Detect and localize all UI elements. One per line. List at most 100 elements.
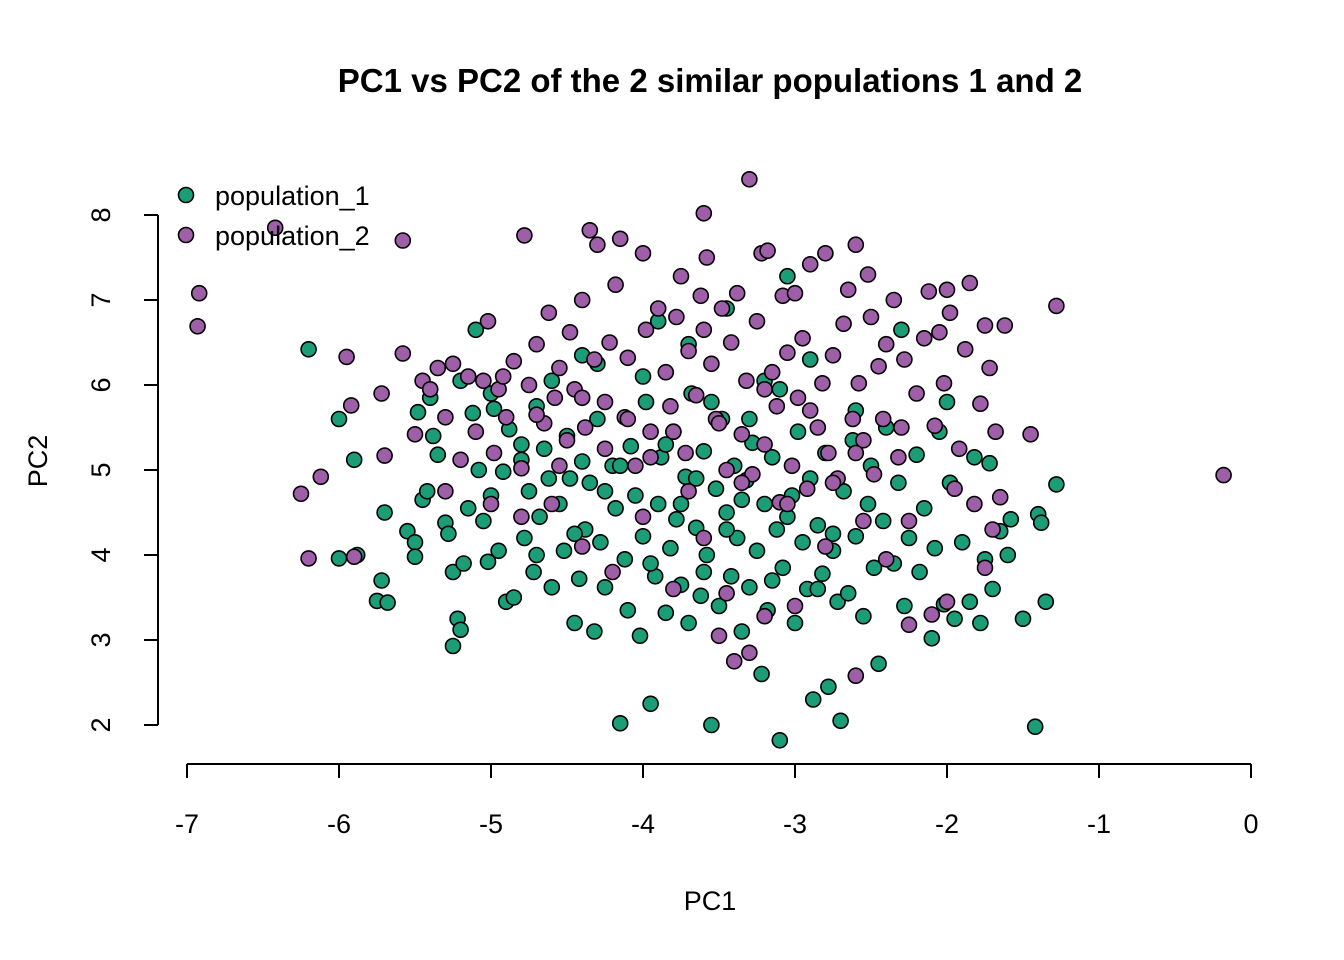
point-population-1 — [406, 533, 424, 551]
legend-marker — [177, 186, 195, 204]
point-population-2 — [551, 359, 568, 377]
point-population-2 — [292, 485, 310, 503]
point-population-1 — [839, 584, 857, 602]
point-population-1 — [1048, 476, 1065, 493]
point-population-1 — [611, 714, 629, 732]
point-population-2 — [877, 550, 895, 568]
point-population-1 — [695, 442, 713, 460]
point-population-1 — [728, 529, 746, 547]
point-population-2 — [870, 357, 887, 375]
point-population-2 — [589, 236, 606, 253]
point-population-1 — [938, 393, 956, 411]
point-population-1 — [607, 499, 624, 517]
point-population-2 — [429, 359, 447, 377]
point-population-2 — [759, 242, 776, 259]
x-tick-label: 0 — [1243, 809, 1258, 839]
point-population-2 — [817, 245, 834, 262]
point-population-2 — [619, 349, 637, 367]
point-population-2 — [485, 444, 503, 462]
point-population-1 — [467, 321, 485, 339]
y-ticks: 2 3 4 5 6 7 8 — [86, 207, 158, 733]
point-population-1 — [801, 351, 819, 368]
point-population-2 — [779, 344, 796, 362]
x-tick-label: -4 — [631, 809, 655, 839]
point-population-1 — [814, 565, 831, 583]
point-population-1 — [771, 731, 789, 749]
point-population-1 — [596, 482, 614, 500]
point-population-2 — [190, 284, 208, 302]
point-population-2 — [551, 457, 568, 475]
x-tick-label: -5 — [479, 809, 503, 839]
point-population-1 — [520, 482, 538, 500]
point-population-2 — [627, 457, 644, 475]
point-population-2 — [634, 245, 652, 262]
point-population-2 — [789, 389, 807, 407]
point-population-1 — [555, 542, 573, 560]
point-population-1 — [707, 480, 725, 498]
point-population-1 — [753, 665, 770, 683]
point-population-2 — [665, 423, 682, 441]
x-ticks: -7 -6 -5 -4 -3 -2 -1 0 — [175, 764, 1259, 839]
point-population-1 — [695, 563, 713, 581]
point-population-2 — [824, 474, 842, 492]
point-population-2 — [376, 447, 393, 464]
point-population-2 — [801, 255, 819, 273]
point-population-1 — [662, 539, 679, 557]
point-population-1 — [475, 512, 492, 530]
point-population-1 — [637, 393, 655, 411]
legend-label: population_2 — [215, 221, 370, 251]
point-population-1 — [429, 446, 447, 464]
point-population-2 — [885, 291, 903, 309]
point-population-1 — [733, 491, 751, 509]
point-population-1 — [330, 550, 348, 567]
point-population-1 — [657, 436, 675, 453]
point-population-1 — [424, 427, 442, 445]
point-population-2 — [733, 425, 751, 443]
point-population-1 — [966, 448, 983, 466]
y-tick-label: 2 — [86, 717, 116, 732]
point-population-1 — [741, 578, 758, 596]
point-population-2 — [824, 346, 842, 364]
point-population-2 — [938, 593, 956, 611]
point-population-1 — [779, 267, 796, 285]
point-population-1 — [1014, 610, 1032, 628]
point-population-1 — [452, 621, 469, 639]
point-population-1 — [525, 563, 542, 581]
point-population-1 — [680, 614, 697, 632]
point-population-2 — [996, 317, 1014, 334]
point-population-2 — [601, 334, 618, 351]
point-population-2 — [896, 351, 913, 368]
point-population-2 — [1022, 425, 1039, 443]
point-population-1 — [911, 563, 928, 581]
point-population-1 — [774, 559, 792, 577]
point-population-2 — [459, 368, 477, 385]
point-population-2 — [266, 219, 284, 237]
legend-label: population_1 — [215, 181, 370, 211]
legend: population_1 population_2 — [177, 181, 370, 251]
point-population-1 — [668, 510, 685, 528]
point-population-2 — [835, 315, 852, 333]
point-population-2 — [338, 348, 355, 366]
point-population-2 — [710, 627, 728, 645]
point-population-2 — [984, 521, 1001, 538]
point-population-2 — [642, 448, 659, 466]
point-population-1 — [459, 499, 477, 517]
point-population-1 — [733, 623, 751, 640]
point-population-1 — [345, 451, 363, 469]
point-population-2 — [844, 410, 862, 428]
point-population-2 — [741, 644, 758, 662]
point-population-1 — [470, 461, 488, 479]
point-population-2 — [865, 465, 883, 483]
point-population-2 — [642, 423, 659, 441]
point-population-1 — [908, 446, 925, 464]
point-population-2 — [596, 393, 614, 411]
point-population-1 — [893, 321, 910, 339]
point-population-2 — [950, 440, 968, 458]
point-population-2 — [680, 342, 697, 360]
point-population-2 — [748, 312, 766, 330]
point-population-2 — [847, 667, 865, 685]
point-population-2 — [505, 352, 523, 370]
point-population-1 — [634, 527, 652, 545]
point-population-2 — [657, 363, 675, 381]
y-tick-label: 4 — [86, 547, 116, 562]
